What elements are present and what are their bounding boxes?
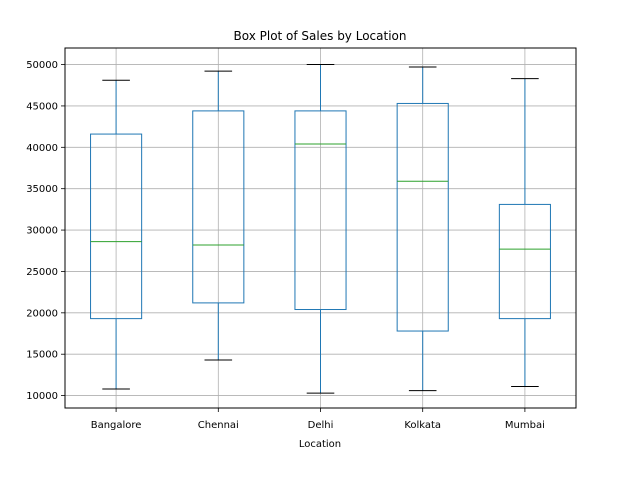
y-tick-label: 45000 xyxy=(26,101,58,112)
x-tick-label: Chennai xyxy=(198,420,239,431)
x-tick-label: Kolkata xyxy=(404,420,441,431)
y-tick-label: 35000 xyxy=(26,184,58,195)
y-tick-label: 25000 xyxy=(26,267,58,278)
x-tick-label: Mumbai xyxy=(505,420,545,431)
x-axis: Bangalore Chennai Delhi Kolkata Mumbai xyxy=(91,408,545,431)
iqr-box xyxy=(396,102,449,332)
y-axis: 10000 15000 20000 25000 30000 35000 40000 45000… xyxy=(26,60,65,402)
iqr-box xyxy=(294,110,347,311)
iqr-box xyxy=(192,110,245,304)
box-layer xyxy=(90,64,551,394)
y-tick-label: 40000 xyxy=(26,143,58,154)
chart-title: Box Plot of Sales by Location xyxy=(234,29,407,43)
x-tick-label: Bangalore xyxy=(91,420,142,431)
box-bangalore xyxy=(90,79,143,390)
iqr-box xyxy=(498,203,551,320)
iqr-box xyxy=(90,133,143,320)
y-tick-label: 30000 xyxy=(26,226,58,237)
box-delhi xyxy=(294,64,347,394)
y-tick-label: 10000 xyxy=(26,391,58,402)
box-chennai xyxy=(192,70,245,361)
y-tick-label: 20000 xyxy=(26,308,58,319)
y-tick-label: 50000 xyxy=(26,60,58,71)
x-tick-label: Delhi xyxy=(308,420,334,431)
y-tick-label: 15000 xyxy=(26,350,58,361)
x-axis-label: Location xyxy=(299,439,341,450)
box-kolkata xyxy=(396,66,449,392)
box-mumbai xyxy=(498,78,551,387)
